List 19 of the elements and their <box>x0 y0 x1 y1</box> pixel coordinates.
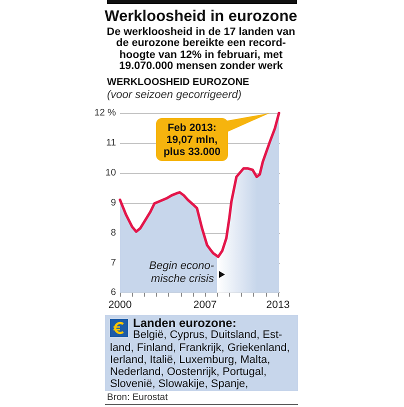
annotation: Feb 2013: 19,07 mln, plus 33.000 <box>163 122 221 158</box>
y-tick-label: 12 % <box>94 108 117 118</box>
y-tick-label: 7 <box>110 257 116 268</box>
y-tick-label: 10 <box>105 167 116 178</box>
chart-title: Werkloosheid in eurozone <box>104 8 298 26</box>
y-tick-label: 8 <box>110 227 116 238</box>
text: Landen eurozone: <box>132 316 238 330</box>
x-tick-label: 2007 <box>193 299 217 312</box>
text: Bron: Eurostat <box>107 392 168 403</box>
y-tick-label: 9 <box>110 197 116 208</box>
x-tick-label: 2000 <box>108 299 132 312</box>
chart-subtitle: De werkloosheid in de 17 landen van de eurozone bereikte een record- hoogte van 12% in februari, met 19.070.000 mensen zonder werk <box>106 26 296 72</box>
y-axis-title: WERKLOOSHEID EUROZONE <box>107 77 250 88</box>
x-tick-label: 2013 <box>266 299 290 312</box>
y-tick-label: 11 <box>106 137 116 148</box>
text: België, Cyprus, Duitsland, Est- land, Finland, Frankrijk, Griekenland, Ierland, Italië, Luxemburg, Malta, Nederland, Oostenrijk, Portugal, Slovenië, Slowakije, Spanje, <box>110 329 291 391</box>
annotation: Begin econo- mische crisis <box>148 260 214 285</box>
y-tick-label: 6 <box>110 287 116 298</box>
text: (voor seizoen gecorrigeerd) <box>107 89 242 101</box>
